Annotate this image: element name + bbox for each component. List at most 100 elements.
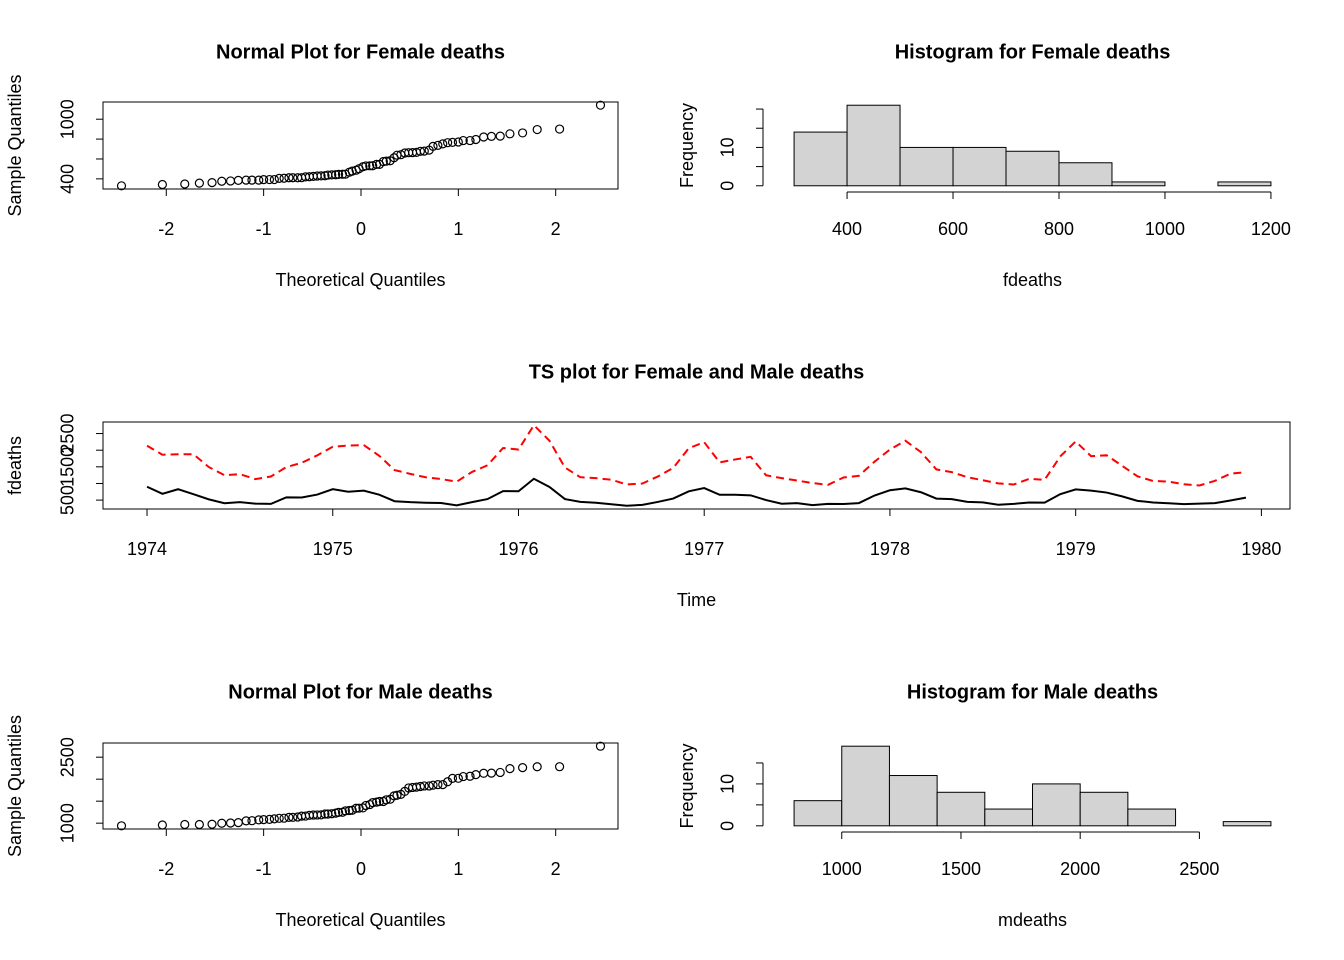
x-tick-label: 400	[832, 219, 862, 239]
histogram-bar	[1217, 181, 1272, 187]
x-tick-label: 1000	[1145, 219, 1185, 239]
qq-point	[495, 131, 505, 141]
qq-point	[316, 171, 326, 181]
series-line	[146, 423, 1247, 487]
qq-point	[465, 771, 475, 781]
qq-point	[415, 781, 425, 792]
qq-point	[241, 175, 251, 185]
qq-point	[259, 815, 269, 825]
qq-point	[505, 129, 515, 139]
x-tick-label: 1	[453, 219, 463, 239]
qq-point	[254, 815, 264, 825]
histogram-bar	[1222, 821, 1272, 827]
qq-point	[458, 771, 468, 782]
x-tick-label: 1976	[498, 539, 538, 559]
x-tick-label: -1	[256, 859, 272, 879]
qq-point	[331, 170, 341, 180]
qq-point	[453, 773, 463, 783]
x-tick-label: 1000	[822, 859, 862, 879]
qq-point	[264, 814, 275, 824]
qq-point	[486, 131, 497, 142]
qq-point	[424, 781, 434, 791]
qq-point	[381, 156, 391, 166]
qq-point	[207, 819, 217, 829]
histogram-bar	[952, 146, 1007, 187]
qq-point	[180, 819, 190, 830]
x-tick-label: 1977	[684, 539, 724, 559]
qq-point	[415, 146, 425, 156]
x-tick-label: 1978	[870, 539, 910, 559]
qq-point	[254, 175, 264, 185]
qq-point	[264, 174, 275, 185]
qq-point	[288, 812, 298, 822]
qq-point	[180, 179, 190, 189]
x-axis-label: fdeaths	[1003, 270, 1062, 290]
histogram-bar	[1079, 791, 1129, 827]
x-tick-label: 2	[551, 219, 561, 239]
chart-title: Histogram for Male deaths	[907, 681, 1158, 703]
x-tick-label: 1500	[941, 859, 981, 879]
histogram-bar	[1111, 181, 1166, 187]
x-axis-label: Theoretical Quantiles	[275, 910, 445, 930]
x-tick-label: 0	[356, 219, 366, 239]
qq-point	[279, 813, 289, 823]
histogram-bar	[936, 791, 986, 827]
qq-point	[532, 124, 542, 135]
qq-point	[320, 809, 330, 819]
y-tick-label: 0	[718, 181, 738, 191]
x-tick-label: -1	[256, 219, 272, 239]
x-tick-label: 1974	[127, 539, 167, 559]
qq-point	[316, 810, 326, 820]
histogram-bar	[841, 745, 890, 827]
qq-point	[333, 169, 344, 179]
histogram-bar	[793, 131, 848, 187]
x-tick-label: 2000	[1060, 859, 1100, 879]
qq-point	[419, 146, 429, 156]
chart-title: Normal Plot for Male deaths	[228, 681, 493, 703]
y-tick-label: 1000	[58, 803, 78, 843]
qq-point	[288, 173, 298, 183]
histogram-bar	[1127, 808, 1177, 827]
qq-point	[532, 762, 542, 772]
qq-point	[157, 179, 167, 190]
y-tick-label: 500	[58, 485, 78, 515]
x-tick-label: 1979	[1056, 539, 1096, 559]
qq-point	[517, 763, 528, 773]
x-tick-label: 2500	[1179, 859, 1219, 879]
qq-point	[284, 173, 294, 183]
y-tick-label: 10	[718, 774, 738, 794]
x-tick-label: 1	[453, 859, 463, 879]
qq-point	[217, 818, 227, 828]
y-tick-label: 1000	[58, 99, 78, 139]
histogram-bar	[888, 775, 938, 827]
qq-point	[207, 178, 217, 188]
qq-point	[465, 135, 475, 146]
histogram-bar	[1058, 162, 1113, 187]
qq-point	[269, 174, 279, 185]
histogram-bar	[984, 808, 1034, 827]
qq-point	[327, 170, 337, 180]
y-tick-label: 1500	[58, 447, 78, 487]
qq-point	[247, 816, 257, 826]
x-tick-label: 600	[938, 219, 968, 239]
x-tick-label: 2	[551, 859, 561, 879]
chart-title: Histogram for Female deaths	[895, 41, 1171, 63]
histogram-bar	[846, 104, 901, 187]
x-tick-label: 1200	[1251, 219, 1291, 239]
qq-point	[157, 820, 167, 830]
x-tick-label: 1980	[1241, 539, 1281, 559]
chart-title: Normal Plot for Female deaths	[216, 41, 505, 63]
x-tick-label: 0	[356, 859, 366, 879]
y-tick-label: 10	[718, 137, 738, 157]
qq-point	[554, 762, 565, 772]
x-axis-label: Theoretical Quantiles	[275, 270, 445, 290]
qq-point	[194, 178, 204, 188]
qq-point	[217, 176, 227, 186]
y-axis-label: Sample Quantiles	[5, 715, 25, 857]
qq-point	[241, 816, 251, 826]
x-tick-label: 1975	[313, 539, 353, 559]
qq-point	[554, 124, 565, 134]
qq-point	[374, 796, 385, 807]
qq-point	[274, 813, 284, 823]
